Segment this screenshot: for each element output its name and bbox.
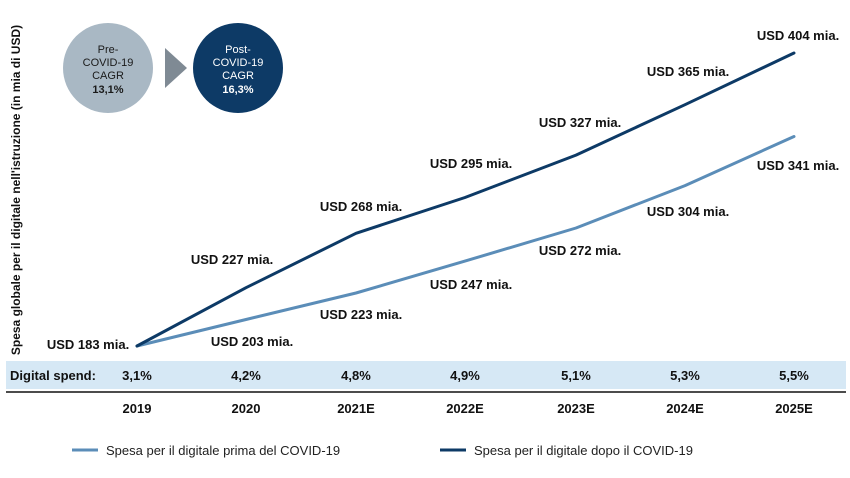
x-tick-label: 2025E: [775, 401, 813, 416]
digital-spend-value: 4,2%: [231, 368, 261, 383]
post-cagr-value: 16,3%: [222, 84, 253, 96]
series-lines: [135, 51, 796, 348]
data-label: USD 295 mia.: [430, 156, 512, 171]
pre-cagr-line-3: CAGR: [92, 70, 124, 82]
data-label: USD 272 mia.: [539, 243, 621, 258]
cagr-callouts: Pre- COVID-19 CAGR 13,1% Post- COVID-19 …: [63, 23, 283, 113]
digital-spend-value: 4,8%: [341, 368, 371, 383]
digital-spend-values: 3,1% 4,2% 4,8% 4,9% 5,1% 5,3% 5,5%: [122, 368, 809, 383]
legend: Spesa per il digitale prima del COVID-19…: [72, 443, 693, 458]
data-label: USD 203 mia.: [211, 334, 293, 349]
data-label: USD 268 mia.: [320, 199, 402, 214]
post-cagr-circle: [193, 23, 283, 113]
series-line-pre-covid: [135, 135, 796, 348]
digital-spend-label: Digital spend:: [10, 368, 96, 383]
post-cagr-line-3: CAGR: [222, 70, 254, 82]
pre-cagr-line-1: Pre-: [98, 44, 119, 56]
x-axis-ticks: 2019 2020 2021E 2022E 2023E 2024E 2025E: [123, 401, 814, 416]
x-tick-label: 2024E: [666, 401, 704, 416]
data-label: USD 227 mia.: [191, 252, 273, 267]
x-tick-label: 2023E: [557, 401, 595, 416]
data-label: USD 304 mia.: [647, 204, 729, 219]
x-tick-label: 2019: [123, 401, 152, 416]
digital-spend-value: 5,3%: [670, 368, 700, 383]
post-cagr-line-2: COVID-19: [213, 57, 264, 69]
series-line-post-covid: [135, 51, 796, 348]
cagr-arrow-icon: [165, 48, 187, 88]
y-axis-label: Spesa globale per il digitale nell'istru…: [9, 25, 23, 355]
data-label: USD 341 mia.: [757, 158, 839, 173]
legend-label-post: Spesa per il digitale dopo il COVID-19: [474, 443, 693, 458]
post-cagr-line-1: Post-: [225, 44, 251, 56]
data-label: USD 327 mia.: [539, 115, 621, 130]
digital-spend-band: [6, 361, 846, 389]
data-label: USD 365 mia.: [647, 64, 729, 79]
digital-spend-value: 3,1%: [122, 368, 152, 383]
pre-cagr-value: 13,1%: [92, 84, 123, 96]
series-labels: USD 183 mia. USD 203 mia. USD 223 mia. USD …: [47, 28, 839, 352]
x-tick-label: 2020: [232, 401, 261, 416]
x-tick-label: 2022E: [446, 401, 484, 416]
digital-spend-value: 5,5%: [779, 368, 809, 383]
data-label: USD 223 mia.: [320, 307, 402, 322]
digital-spend-value: 5,1%: [561, 368, 591, 383]
x-tick-label: 2021E: [337, 401, 375, 416]
digital-spend-value: 4,9%: [450, 368, 480, 383]
data-label: USD 183 mia.: [47, 337, 129, 352]
data-label: USD 247 mia.: [430, 277, 512, 292]
pre-cagr-line-2: COVID-19: [83, 57, 134, 69]
legend-label-pre: Spesa per il digitale prima del COVID-19: [106, 443, 340, 458]
pre-cagr-circle: [63, 23, 153, 113]
data-label: USD 404 mia.: [757, 28, 839, 43]
